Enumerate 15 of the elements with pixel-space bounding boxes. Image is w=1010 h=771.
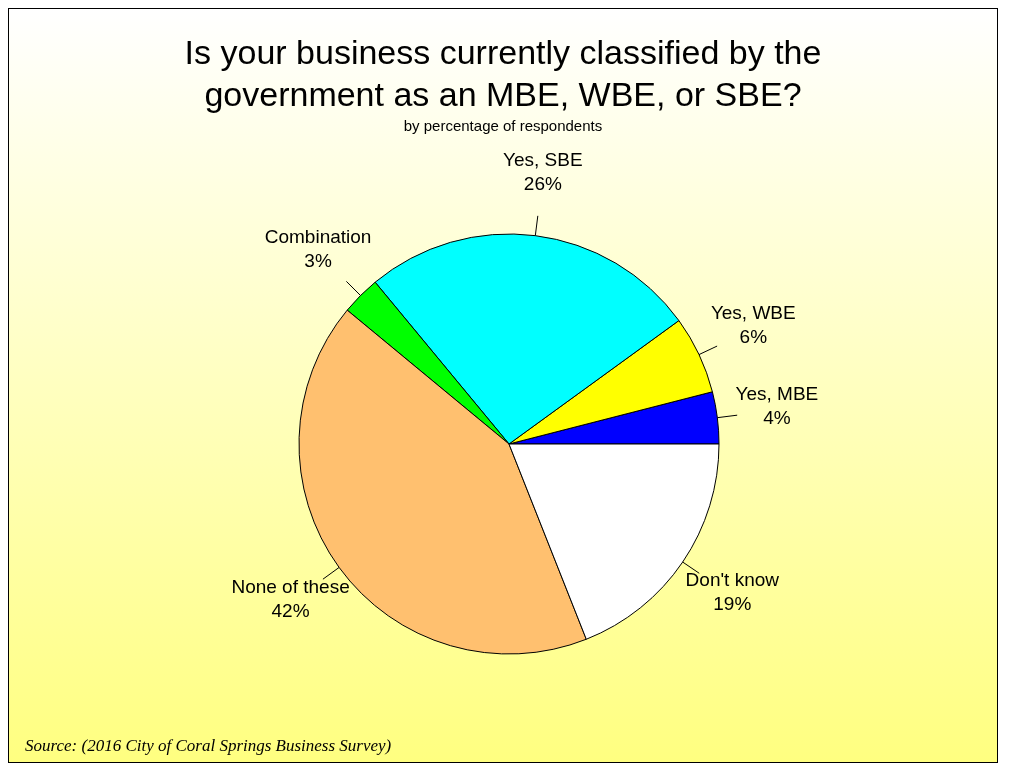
data-label: 3% <box>304 250 332 272</box>
chart-title: Is your business currently classified by the government as an MBE, WBE, or SBE? <box>183 32 823 115</box>
slice-label: Yes, WBE <box>710 302 796 324</box>
data-label: 6% <box>739 326 768 348</box>
data-label: 26% <box>523 173 562 195</box>
slice-label: Combination <box>264 226 372 248</box>
data-label: 42% <box>271 599 310 621</box>
slice-label: None of these <box>231 575 350 597</box>
chart-subtitle: by percentage of respondents <box>402 117 604 134</box>
slice-label: Yes, MBE <box>735 383 819 405</box>
slice-label: Yes, SBE <box>503 149 583 171</box>
slice-label: Don't know <box>685 568 780 590</box>
source-note: Source: (2016 City of Coral Springs Business Survey) <box>25 736 392 756</box>
data-label: 19% <box>713 592 752 614</box>
data-label: 4% <box>763 407 791 429</box>
